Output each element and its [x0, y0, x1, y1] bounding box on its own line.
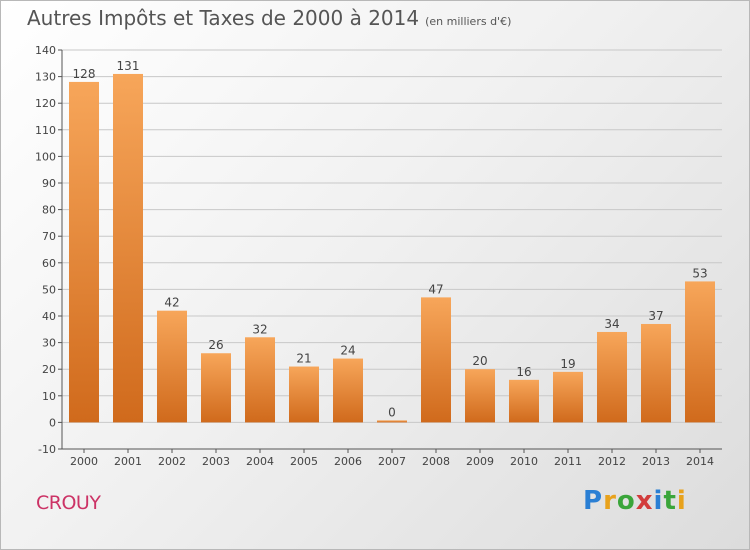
bar [113, 73, 143, 423]
x-tick-label: 2003 [202, 455, 230, 468]
proxiti-logo: Proxiti [583, 486, 687, 516]
y-tick-label: 20 [42, 363, 56, 376]
y-tick-label: 100 [35, 150, 56, 163]
y-tick-label: 90 [42, 177, 56, 190]
y-tick-label: 110 [35, 124, 56, 137]
x-tick-label: 2001 [114, 455, 142, 468]
y-tick-label: 130 [35, 71, 56, 84]
bar [685, 281, 715, 423]
y-tick-label: 80 [42, 204, 56, 217]
y-tick-label: 50 [42, 283, 56, 296]
x-tick-label: 2012 [598, 455, 626, 468]
chart-subtitle: (en milliers d'€) [425, 15, 512, 28]
y-tick-label: 0 [49, 416, 56, 429]
data-label: 0 [388, 405, 396, 419]
data-label: 53 [692, 266, 707, 280]
data-label: 34 [604, 317, 619, 331]
y-tick-label: -10 [38, 443, 56, 456]
bar [245, 337, 275, 423]
bar [201, 353, 231, 423]
labels: -100102030405060708090100110120130140200… [35, 44, 714, 468]
axes [58, 49, 722, 453]
bar [289, 366, 319, 423]
y-tick-label: 140 [35, 44, 56, 57]
x-tick-label: 2005 [290, 455, 318, 468]
logo-letter: i [676, 486, 687, 516]
x-tick-label: 2014 [686, 455, 714, 468]
chart-title: Autres Impôts et Taxes de 2000 à 2014 (en… [27, 6, 511, 30]
bar [509, 379, 539, 423]
data-label: 47 [428, 282, 443, 296]
bar [69, 81, 99, 423]
y-tick-label: 70 [42, 230, 56, 243]
bar [641, 323, 671, 423]
bars [69, 73, 715, 423]
y-tick-label: 10 [42, 390, 56, 403]
data-label: 37 [648, 309, 663, 323]
bar [333, 358, 363, 423]
chart-title-text: Autres Impôts et Taxes de 2000 à 2014 [27, 6, 420, 30]
y-tick-label: 40 [42, 310, 56, 323]
data-label: 16 [516, 365, 531, 379]
logo-letter: o [616, 486, 636, 516]
x-tick-label: 2008 [422, 455, 450, 468]
x-tick-label: 2007 [378, 455, 406, 468]
bar [377, 420, 407, 423]
data-label: 128 [73, 67, 96, 81]
data-label: 26 [208, 338, 223, 352]
bar [421, 297, 451, 423]
y-tick-label: 30 [42, 337, 56, 350]
x-tick-label: 2004 [246, 455, 274, 468]
logo-letter: t [663, 486, 677, 516]
logo-letter: P [583, 486, 604, 516]
data-label: 20 [472, 354, 487, 368]
bar [597, 331, 627, 423]
logo-letter: x [635, 486, 654, 516]
data-label: 24 [340, 344, 355, 358]
x-tick-label: 2011 [554, 455, 582, 468]
x-tick-label: 2013 [642, 455, 670, 468]
bar [157, 310, 187, 423]
data-label: 21 [296, 352, 311, 366]
data-label: 131 [117, 59, 140, 73]
data-label: 42 [164, 296, 179, 310]
x-tick-label: 2000 [70, 455, 98, 468]
y-tick-label: 120 [35, 97, 56, 110]
data-label: 19 [560, 357, 575, 371]
logo-letter: r [603, 486, 617, 516]
commune-name: CROUY [36, 492, 101, 514]
logo-letter: i [653, 486, 664, 516]
x-tick-label: 2006 [334, 455, 362, 468]
data-label: 32 [252, 322, 267, 336]
y-tick-label: 60 [42, 257, 56, 270]
x-tick-label: 2010 [510, 455, 538, 468]
x-tick-label: 2002 [158, 455, 186, 468]
bar [465, 369, 495, 423]
x-tick-label: 2009 [466, 455, 494, 468]
bar [553, 371, 583, 423]
